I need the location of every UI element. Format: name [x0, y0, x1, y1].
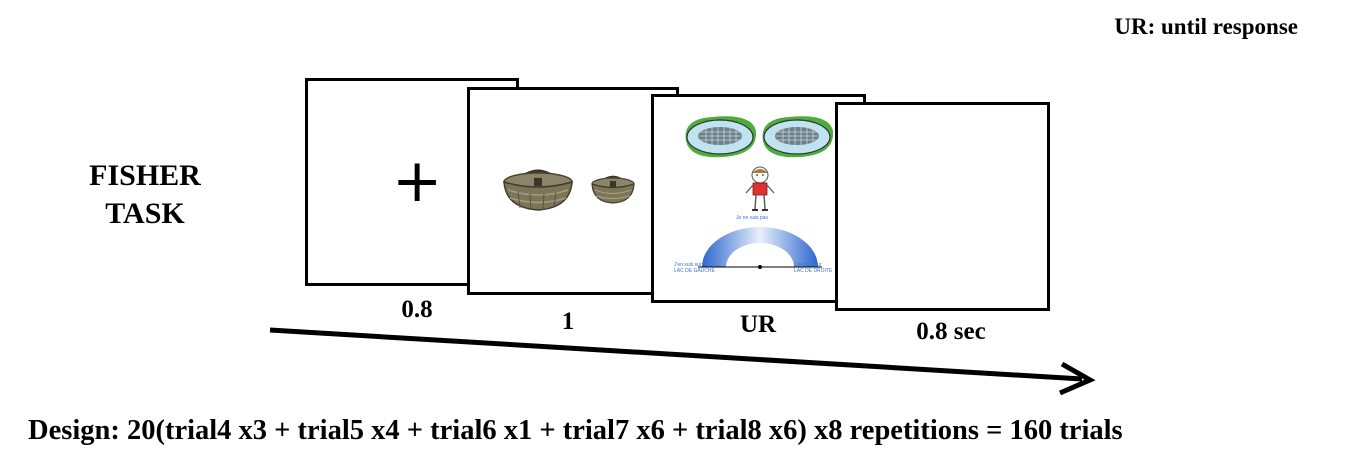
scale-right-label-line-1: J'en suis sur: [794, 262, 822, 268]
legend-note: UR: until response: [1114, 14, 1298, 39]
duration-label-1: 0.8: [401, 296, 433, 323]
duration-label-2: 1: [561, 308, 575, 335]
basket-small-icon: [591, 175, 635, 204]
scale-left-label-line-2: LAC DE GAUCHE: [674, 268, 715, 274]
confidence-gauge: [698, 227, 822, 269]
task-title-line-2: TASK: [105, 197, 185, 230]
frame-blank: [835, 102, 1050, 311]
scale-right-label-line-2: LAC DE DROITE: [794, 268, 833, 274]
frame-response-screen: Je ne sais pas J'en suis sur LAC DE GAUC…: [651, 94, 866, 303]
scale-right-label: J'en suis sur LAC DE DROITE: [794, 262, 832, 274]
basket-large-icon: [503, 169, 573, 211]
scale-left-label-line-1: J'en suis sur: [674, 262, 702, 268]
scale-top-label: Je ne sais pas: [736, 215, 768, 221]
duration-label-4: 0.8 sec: [916, 318, 986, 345]
lake-left-icon: [685, 116, 757, 158]
scale-left-label: J'en suis sur LAC DE GAUCHE: [674, 262, 715, 274]
task-title: FISHER TASK: [70, 157, 220, 233]
task-title-line-1: FISHER: [89, 159, 201, 192]
fixation-cross: +: [392, 146, 443, 216]
design-summary: Design: 20(trial4 x3 + trial5 x4 + trial…: [28, 415, 1123, 446]
duration-label-3: UR: [739, 311, 777, 338]
fisher-boy-icon: [745, 166, 775, 211]
lake-right-icon: [762, 116, 834, 158]
frame-baskets: [467, 87, 679, 295]
